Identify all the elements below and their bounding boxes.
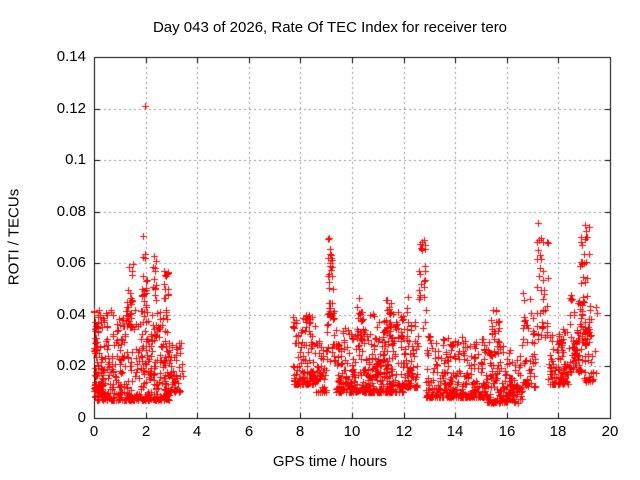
y-tick-label: 0.08 — [56, 203, 86, 220]
y-tick-label: 0.12 — [56, 100, 86, 117]
x-axis-label: GPS time / hours — [272, 453, 388, 470]
x-tick-label: 18 — [549, 423, 567, 440]
x-tick-label: 10 — [343, 423, 361, 440]
y-tick-label: 0.1 — [65, 151, 86, 168]
x-tick-label: 0 — [89, 423, 99, 440]
x-tick-label: 4 — [192, 423, 202, 440]
x-tick-label: 6 — [244, 423, 254, 440]
x-tick-label: 8 — [295, 423, 305, 440]
chart-title: Day 043 of 2026, Rate Of TEC Index for r… — [152, 19, 508, 36]
x-tick-label: 16 — [498, 423, 516, 440]
x-tick-label: 20 — [601, 423, 619, 440]
x-tick-label: 2 — [141, 423, 151, 440]
y-tick-label: 0 — [77, 409, 86, 426]
y-tick-label: 0.02 — [56, 357, 86, 374]
x-tick-label: 12 — [395, 423, 413, 440]
y-tick-label: 0.06 — [56, 254, 86, 271]
y-tick-label: 0.04 — [56, 306, 86, 323]
y-tick-label: 0.14 — [56, 48, 86, 65]
y-axis-label: ROTI / TECUs — [5, 188, 23, 286]
x-tick-label: 14 — [446, 423, 464, 440]
